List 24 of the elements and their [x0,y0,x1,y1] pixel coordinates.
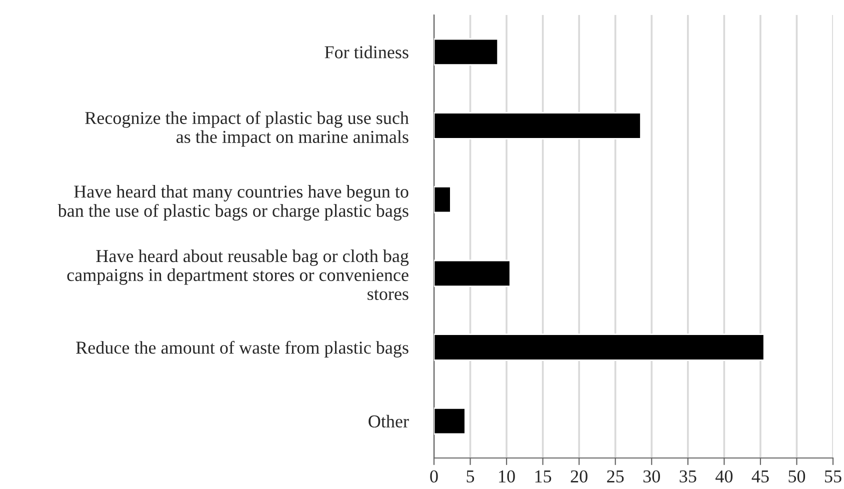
x-tick-label: 15 [535,470,552,483]
x-tick-label: 20 [570,470,588,483]
x-tick-label: 55 [825,470,842,483]
bar [434,260,511,288]
bar [434,112,642,140]
x-tick-label: 0 [430,470,438,483]
bar [434,334,765,361]
x-tick-label: 35 [680,470,696,483]
y-tick-label: For tidiness [324,46,408,58]
y-tick-label: Reduce the amount of waste from plastic bags [76,340,408,358]
x-tick-label: 30 [643,470,660,483]
y-tick-label: Have heard about reusable bag or cloth bag campaigns in department stores or convenience stores [67,249,409,300]
bar [434,186,452,214]
y-tick-label: Recognize the impact of plastic bag use such as the impact on marine animals [85,111,409,147]
x-tick-label: 5 [466,470,474,483]
x-tick-label: 40 [716,470,733,483]
x-tick-label: 10 [499,470,515,483]
x-tick-label: 50 [788,470,806,483]
x-tick-label: 45 [752,470,769,483]
x-tick-label: 25 [607,470,624,483]
y-tick-label: Other [368,414,409,428]
bar [434,38,499,66]
bar [434,407,466,435]
y-tick-label: Have heard that many countries have begun to ban the use of plastic bags or charge plastic bags [58,185,408,221]
